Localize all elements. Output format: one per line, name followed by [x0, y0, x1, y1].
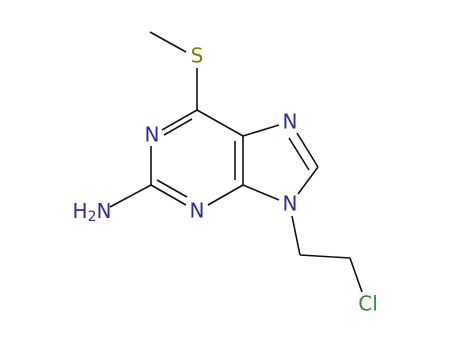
atom-label: H2N	[73, 199, 112, 226]
atom-label: N	[145, 123, 160, 147]
atom-label: N	[283, 192, 298, 216]
atom-label: S	[191, 44, 204, 68]
atom-label: N	[190, 199, 205, 223]
atom-label: N	[283, 110, 298, 134]
atom-label: Cl	[358, 292, 378, 316]
bonds	[109, 31, 363, 293]
